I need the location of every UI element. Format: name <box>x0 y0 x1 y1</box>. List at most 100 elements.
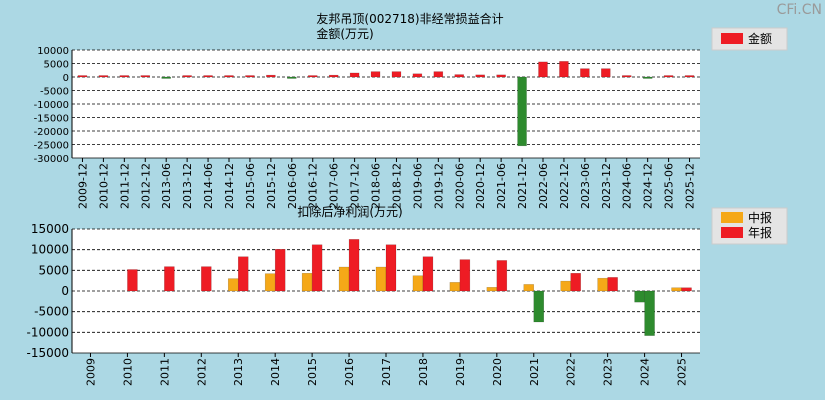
bar-amount-2021-06 <box>496 74 506 78</box>
x-tick-label: 2025-12 <box>684 163 697 209</box>
chart2-y-ticks: 15000 10000 5000 0 -5000 -10000 -15000 <box>26 222 69 360</box>
x-tick-label: 2014-06 <box>202 163 215 209</box>
bar-amount-2021-12 <box>517 76 527 147</box>
x-tick-label: 2025 <box>676 358 689 386</box>
bar-amount-2023-06 <box>580 68 590 78</box>
x-tick-label: 2014 <box>269 358 282 386</box>
x-tick-label: 2016 <box>343 358 356 386</box>
bar-interim-2015 <box>301 272 313 292</box>
chart1-y-ticks: 10000 5000 0 -5000 -10000 -15000 -20000 -25000 -… <box>34 46 69 165</box>
bar-annual-2017 <box>385 244 397 292</box>
bar-annual-2021 <box>533 290 545 323</box>
x-tick-label: 2009-12 <box>76 163 89 209</box>
y-tick-label: 5000 <box>44 60 69 71</box>
bar-amount-2025-12 <box>684 75 695 78</box>
chart2-x-ticks: 2009 2010 2011 2012 2013 2014 2015 2016 2017 2018… <box>84 353 689 386</box>
bar-amount-2016-06 <box>287 76 297 79</box>
y-tick-label: -10000 <box>34 100 69 111</box>
bar-interim-2013 <box>227 278 239 292</box>
bar-interim-2019 <box>449 282 461 292</box>
x-tick-label: 2022-06 <box>537 163 550 209</box>
x-tick-label: 2020-06 <box>453 163 466 209</box>
x-tick-label: 2017 <box>380 358 393 386</box>
bar-amount-2015-12 <box>266 74 276 78</box>
bar-annual-2016 <box>348 239 360 292</box>
x-tick-label: 2020-12 <box>474 163 487 209</box>
bar-amount-2012-12 <box>140 75 151 78</box>
x-tick-label: 2024 <box>639 358 652 386</box>
watermark: CFi.CN <box>777 2 822 18</box>
bar-interim-2025 <box>671 287 682 292</box>
x-tick-label: 2015-06 <box>244 163 257 209</box>
chart1-subtitle: 金额(万元) <box>316 26 373 41</box>
y-tick-label: 5000 <box>38 263 69 277</box>
bar-amount-2011-12 <box>119 75 130 78</box>
bar-amount-2017-12 <box>349 72 360 78</box>
y-tick-label: -5000 <box>40 87 69 98</box>
bar-amount-2024-06 <box>621 75 632 78</box>
bar-amount-2018-06 <box>370 71 381 78</box>
x-tick-label: 2015 <box>306 358 319 386</box>
bar-amount-2019-06 <box>412 73 423 78</box>
bar-annual-2013 <box>237 256 249 292</box>
chart2-legend-swatch-interim <box>721 212 743 223</box>
y-tick-label: -5000 <box>34 305 69 319</box>
chart1-x-ticks: 2009-12 2010-12 2011-12 2012-12 2013-06 2013-… <box>76 158 697 209</box>
y-tick-label: 0 <box>63 73 69 84</box>
bar-amount-2025-06 <box>663 75 674 78</box>
bar-annual-2015 <box>311 244 323 292</box>
x-tick-label: 2009 <box>84 358 97 386</box>
chart2-legend-swatch-annual <box>721 227 743 238</box>
bar-annual-2011 <box>164 266 175 292</box>
x-tick-label: 2025-06 <box>663 163 676 209</box>
x-tick-label: 2021 <box>528 358 541 386</box>
x-tick-label: 2016-06 <box>286 163 299 209</box>
bar-interim-2022 <box>560 280 571 292</box>
y-tick-label: -30000 <box>34 154 69 165</box>
bar-interim-2021 <box>523 284 535 292</box>
bar-amount-2018-12 <box>391 71 402 78</box>
y-tick-label: 10000 <box>31 243 69 257</box>
x-tick-label: 2024-06 <box>621 163 634 209</box>
chart1-legend-label-amount: 金额 <box>748 31 772 46</box>
chart1-title: 友邦吊顶(002718)非经常损益合计 <box>316 11 503 26</box>
x-tick-label: 2022-12 <box>558 163 571 209</box>
x-tick-label: 2013-06 <box>160 163 173 209</box>
chart1-bars <box>77 61 695 147</box>
bar-annual-2023 <box>607 277 618 292</box>
x-tick-label: 2014-12 <box>223 163 236 209</box>
bar-annual-2010 <box>127 269 138 292</box>
bar-annual-2022 <box>570 272 581 292</box>
bar-interim-2014 <box>264 273 276 292</box>
x-tick-label: 2012 <box>195 358 208 386</box>
chart2-bars <box>127 239 692 336</box>
x-tick-label: 2017-06 <box>328 163 341 209</box>
bar-amount-2022-12 <box>559 61 569 78</box>
bar-interim-2016 <box>338 266 350 292</box>
x-tick-label: 2012-12 <box>139 163 152 209</box>
x-tick-label: 2023-06 <box>579 163 592 209</box>
bar-interim-2018 <box>412 275 424 292</box>
bar-annual-2012 <box>201 266 212 292</box>
chart1-grid <box>71 49 700 159</box>
bar-interim-2023 <box>597 277 608 292</box>
bar-amount-2014-12 <box>224 75 234 78</box>
x-tick-label: 2019 <box>454 358 467 386</box>
chart2-title: 扣除后净利润(万元) <box>297 204 402 219</box>
bar-interim-2024 <box>634 290 645 303</box>
x-tick-label: 2020 <box>491 358 504 386</box>
chart2-legend: 中报 年报 <box>711 207 788 245</box>
x-tick-label: 2010-12 <box>97 163 110 209</box>
bar-interim-2017 <box>375 266 387 292</box>
bar-amount-2020-12 <box>475 74 485 78</box>
bar-amount-2016-12 <box>307 75 318 78</box>
x-tick-label: 2018 <box>417 358 430 386</box>
chart1-legend-swatch-amount <box>721 33 743 44</box>
bar-amount-2023-12 <box>601 68 611 78</box>
bar-amount-2014-06 <box>203 75 213 78</box>
x-tick-label: 2023-12 <box>600 163 613 209</box>
y-tick-label: 15000 <box>31 222 69 236</box>
y-tick-label: 0 <box>61 284 69 298</box>
x-tick-label: 2022 <box>565 358 578 386</box>
